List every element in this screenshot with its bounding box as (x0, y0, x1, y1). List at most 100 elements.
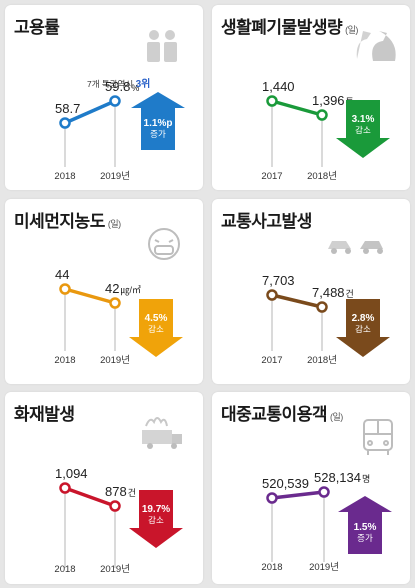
garbage-bag-icon (356, 31, 396, 61)
chart-svg: 520,539 528,134명 2018 2019년 1.5%증가 (261, 419, 393, 573)
chart-title-text: 대중교통이용객 (221, 405, 327, 424)
change-value: 1.1%p (144, 118, 173, 129)
data-label-value: 44 (55, 267, 69, 282)
change-value: 19.7% (142, 504, 170, 515)
data-point (109, 95, 121, 107)
indicator-panel: 대중교통이용객 (일) 520,539 528,134명 2018 2019년 1.5% 증가 (212, 392, 410, 584)
arrow-down-icon (129, 299, 183, 357)
series-line (271, 99, 323, 117)
data-label: 44 (55, 267, 69, 282)
series-line (64, 99, 116, 125)
arrow-down-icon (336, 100, 390, 158)
chart-title-text: 화재발생 (14, 405, 75, 424)
x-tick-label: 2018 (54, 171, 75, 182)
change-direction: 증가 (150, 129, 166, 139)
chart-title: 대중교통이용객 (일) (221, 400, 343, 425)
data-label-value: 7,703 (262, 273, 295, 288)
data-label: 528,134명 (314, 470, 370, 485)
chart-svg: 7,703 7,488건 2017 2018년 2.8%감소 (261, 241, 390, 366)
data-label: 42㎍/㎥ (105, 281, 141, 296)
x-tick-label: 2019년 (309, 562, 339, 573)
x-tick-label: 2018 (54, 564, 75, 575)
x-tick-label: 2019년 (100, 171, 130, 182)
chart-title-text: 고용률 (14, 18, 60, 37)
chart-title: 화재발생 (14, 400, 75, 425)
data-point (318, 486, 330, 498)
data-label-value: 1,094 (55, 466, 88, 481)
data-label: 878건 (105, 484, 136, 499)
change-direction: 감소 (148, 515, 164, 525)
indicator-panel: 미세먼지농도 (일) 44 42㎍/㎥ 2018 2019년 4.5% 감소 (5, 199, 203, 384)
bus-icon (363, 419, 393, 455)
x-tick-label: 2018 (54, 355, 75, 366)
x-tick-label: 2019년 (100, 355, 130, 366)
fire-truck-icon (142, 417, 182, 449)
chart-title: 교통사고발생 (221, 207, 312, 232)
change-direction: 감소 (355, 324, 371, 334)
chart-title: 생활폐기물발생량 (일) (221, 13, 358, 38)
data-label-value: 1,440 (262, 79, 295, 94)
data-point (109, 297, 121, 309)
x-tick-label: 2017 (261, 171, 282, 182)
chart-title-text: 미세먼지농도 (14, 212, 105, 231)
people-icon (147, 30, 177, 62)
x-tick-label: 2018년 (307, 355, 337, 366)
data-label: 7,703 (262, 273, 295, 288)
data-label: 1,440 (262, 79, 295, 94)
data-point (266, 95, 278, 107)
car-crash-icon (328, 241, 383, 254)
data-label-value: 7,488 (312, 285, 345, 300)
data-label: 58.7 (55, 101, 80, 116)
rank-note: 7개 특광역시 3위 (87, 75, 150, 90)
data-point (109, 500, 121, 512)
data-label: 1,094 (55, 466, 88, 481)
change-value: 4.5% (145, 313, 168, 324)
series-line (64, 287, 116, 305)
data-label-unit: 건 (346, 289, 354, 299)
change-direction: 감소 (355, 125, 371, 135)
data-label-value: 42 (105, 281, 119, 296)
unit-label: (일) (107, 219, 121, 229)
arrow-up-icon (338, 496, 392, 554)
chart-svg: 44 42㎍/㎥ 2018 2019년 4.5%감소 (54, 228, 183, 366)
indicator-panel: 고용률 7개 특광역시 3위 58.7 59.8% 2018 2019년 1.1%p 증가 (5, 5, 203, 190)
data-label-value: 58.7 (55, 101, 80, 116)
data-label-unit: 명 (362, 474, 370, 484)
data-label-unit: ㎍/㎥ (120, 285, 141, 296)
rank-value: 3위 (135, 79, 151, 90)
unit-label: (일) (329, 412, 343, 422)
indicator-panel: 교통사고발생 7,703 7,488건 2017 2018년 2.8% 감소 (212, 199, 410, 384)
unit-label: (일) (345, 25, 358, 35)
data-point (316, 301, 328, 313)
data-label: 7,488건 (312, 285, 354, 300)
rank-note-prefix: 7개 특광역시 (87, 79, 134, 89)
x-tick-label: 2018년 (307, 171, 337, 182)
data-label-value: 878 (105, 484, 127, 499)
chart-title: 고용률 (14, 13, 60, 38)
data-label-unit: 건 (128, 488, 136, 498)
data-label-unit: % (131, 83, 139, 93)
series-line (271, 490, 325, 500)
indicator-panel: 화재발생 1,094 878건 2018 2019년 19.7% 감소 (5, 392, 203, 584)
data-point (59, 482, 71, 494)
change-direction: 증가 (357, 533, 373, 543)
arrow-down-icon (336, 299, 390, 357)
x-tick-label: 2017 (261, 355, 282, 366)
change-direction: 감소 (148, 324, 164, 334)
data-point (59, 283, 71, 295)
chart-svg: 58.7 59.8% 2018 2019년 1.1%p증가 (54, 30, 185, 182)
x-tick-label: 2018 (261, 562, 282, 573)
series-line (64, 486, 116, 508)
chart-title: 미세먼지농도 (일) (14, 207, 121, 232)
x-tick-label: 2019년 (100, 564, 130, 575)
data-label-value: 520,539 (262, 476, 309, 491)
chart-title-text: 교통사고발생 (221, 212, 312, 231)
data-point (266, 492, 278, 504)
chart-title-text: 생활폐기물발생량 (221, 18, 343, 37)
mask-face-icon (148, 228, 180, 260)
data-label: 59.8% (105, 79, 139, 94)
data-label-value: 59.8 (105, 79, 130, 94)
